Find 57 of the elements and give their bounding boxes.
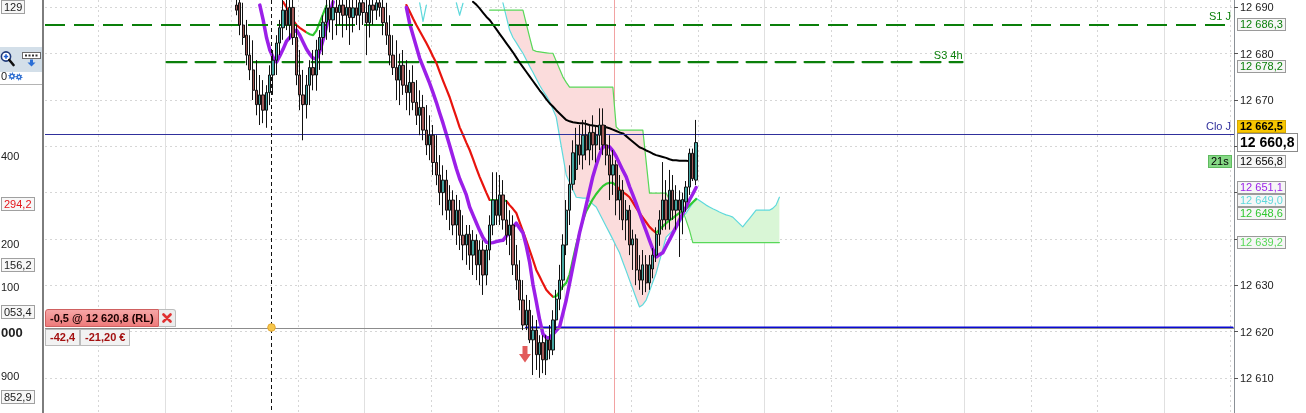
text: 12 649,0 (1237, 194, 1286, 208)
candlestick (365, 0, 368, 56)
y-tick-label: 12 670 (1240, 94, 1274, 107)
ref-line-label: Clo J (1205, 120, 1231, 133)
text: 129 (1, 0, 26, 14)
candlestick (395, 39, 398, 101)
text: 294,2 (1, 197, 35, 211)
candlestick (331, 0, 335, 41)
y-tick-label: 12 630 (1240, 279, 1274, 292)
candlestick (358, 0, 361, 31)
text: 12 639,2 (1237, 236, 1286, 250)
text: 12 651,1 (1237, 181, 1286, 195)
candlestick (481, 239, 485, 296)
candlestick (591, 114, 595, 161)
y-tick-label: 12 690 (1240, 1, 1274, 14)
candlestick (341, 0, 345, 38)
candlestick (694, 119, 698, 186)
text: 12 678,2 (1237, 60, 1286, 74)
series-label: S3 4h (933, 48, 963, 61)
candlestick (455, 194, 458, 246)
candlestick (288, 0, 291, 41)
candlestick (668, 169, 671, 231)
ref-line-label: S1 J (1208, 10, 1231, 23)
text: 200 (1, 238, 20, 250)
text: 0 (1, 70, 8, 82)
text: 100 (1, 281, 20, 293)
text: 400 (1, 150, 20, 162)
text: 000 (1, 325, 23, 340)
text: 900 (1, 370, 20, 382)
annotation: -21,20 € (80, 328, 131, 346)
text: 12 686,3 (1237, 18, 1286, 32)
candlestick (261, 79, 265, 124)
text: 053,4 (1, 305, 35, 319)
candlestick (581, 119, 585, 170)
text: 156,2 (1, 258, 35, 272)
y-tick-label: 12 680 (1240, 47, 1274, 60)
candlestick (471, 229, 475, 276)
text: 852,9 (1, 390, 35, 404)
candlestick (498, 174, 501, 226)
text: 12 656,8 (1237, 154, 1286, 168)
candlestick (375, 0, 378, 21)
text: 12 648,6 (1237, 207, 1286, 221)
candlestick (635, 233, 638, 286)
annotation: 21s (1208, 154, 1232, 168)
y-tick-label: 12 610 (1240, 371, 1274, 384)
candlestick (475, 233, 478, 281)
text: 12 662,5 (1237, 120, 1286, 134)
candlestick (641, 249, 644, 296)
candlestick (541, 334, 545, 374)
candlestick (468, 224, 471, 271)
text: 12 660,8 (1237, 133, 1298, 153)
candlestick (348, 0, 351, 46)
annotation: -42,4 (45, 328, 81, 346)
candlestick (645, 254, 648, 293)
candlestick (335, 0, 338, 36)
y-tick-label: 12 620 (1240, 325, 1274, 338)
candlestick (678, 189, 681, 258)
